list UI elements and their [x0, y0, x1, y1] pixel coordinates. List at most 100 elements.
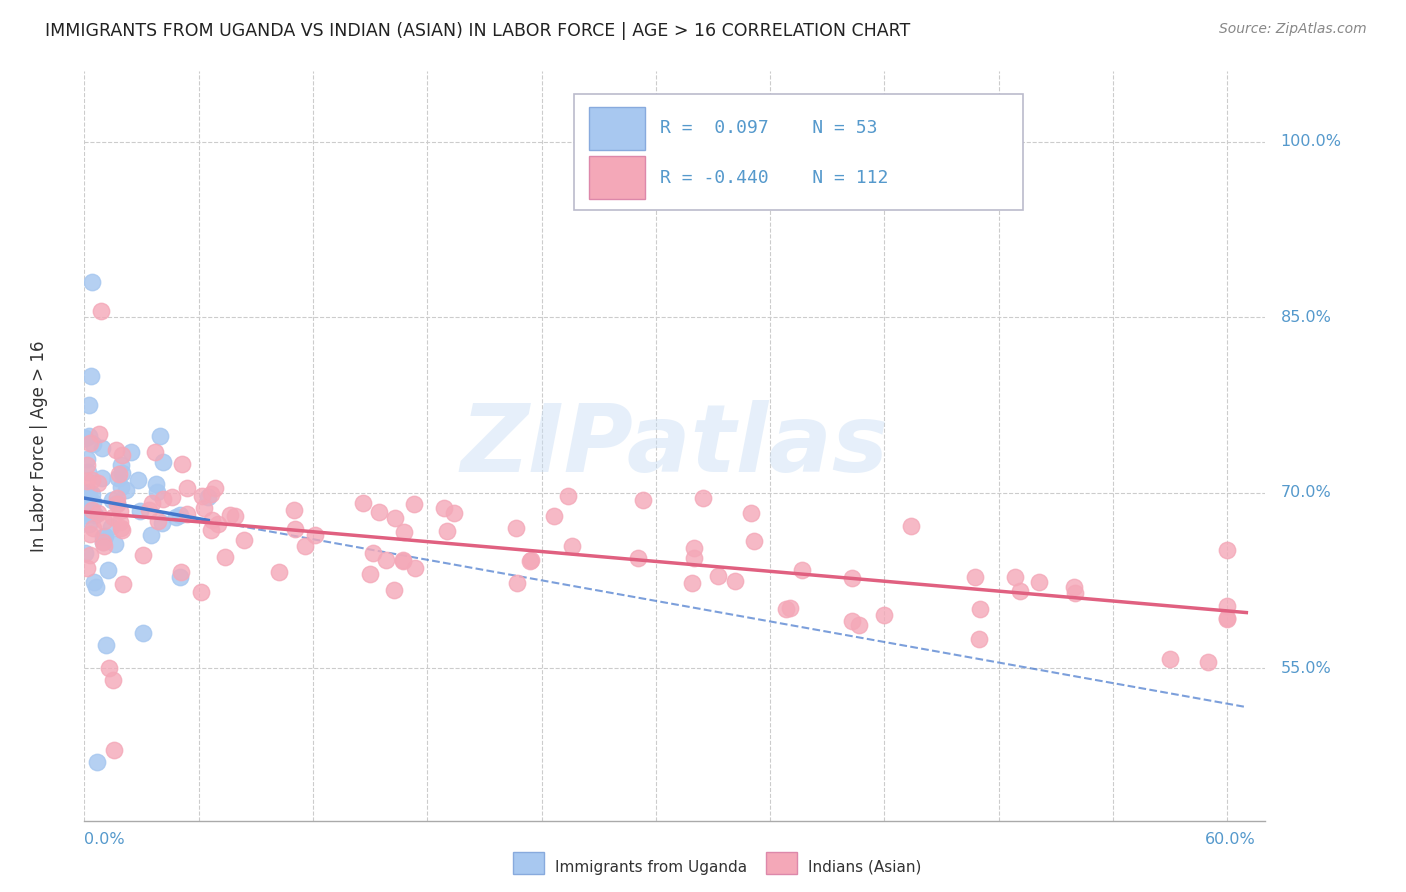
Point: [132, 626, 155, 640]
Point: [436, 524, 458, 538]
Point: [176, 507, 198, 521]
Point: [93, 514, 115, 528]
Point: [404, 561, 426, 575]
Point: [141, 496, 163, 510]
Point: [775, 602, 797, 616]
Point: [138, 503, 160, 517]
Text: ZIPatlas: ZIPatlas: [461, 400, 889, 492]
Point: [152, 491, 174, 506]
FancyBboxPatch shape: [589, 106, 645, 150]
Point: [1028, 575, 1050, 590]
Point: [519, 554, 541, 568]
Point: [112, 576, 135, 591]
Point: [84, 580, 107, 594]
Point: [294, 539, 316, 553]
Point: [561, 539, 583, 553]
Point: [170, 565, 193, 579]
Point: [197, 490, 219, 504]
Point: [107, 471, 129, 485]
Point: [631, 492, 654, 507]
Point: [391, 553, 413, 567]
Point: [965, 569, 987, 583]
Point: [162, 490, 184, 504]
Point: [740, 506, 762, 520]
Point: [77, 465, 100, 479]
Point: [191, 489, 214, 503]
Point: [681, 575, 703, 590]
Point: [76, 458, 98, 473]
Point: [361, 546, 384, 560]
Point: [101, 510, 124, 524]
Point: [200, 523, 222, 537]
Point: [304, 527, 326, 541]
Point: [80, 487, 103, 501]
Point: [108, 516, 131, 530]
Point: [193, 501, 215, 516]
Point: [200, 513, 222, 527]
Text: 55.0%: 55.0%: [1281, 661, 1331, 676]
Point: [382, 583, 405, 598]
Point: [115, 483, 138, 498]
Point: [392, 524, 415, 539]
Point: [1004, 570, 1026, 584]
Point: [169, 508, 191, 523]
Point: [172, 457, 194, 471]
Point: [1216, 611, 1239, 625]
Point: [82, 521, 104, 535]
Point: [111, 466, 134, 480]
Point: [93, 539, 115, 553]
Text: 100.0%: 100.0%: [1281, 134, 1341, 149]
Point: [98, 661, 121, 675]
Point: [80, 368, 103, 383]
Point: [359, 567, 381, 582]
Point: [110, 448, 132, 462]
Point: [90, 471, 112, 485]
Text: IMMIGRANTS FROM UGANDA VS INDIAN (ASIAN) IN LABOR FORCE | AGE > 16 CORRELATION C: IMMIGRANTS FROM UGANDA VS INDIAN (ASIAN)…: [45, 22, 910, 40]
Point: [232, 533, 254, 548]
Point: [200, 487, 222, 501]
Point: [374, 553, 396, 567]
FancyBboxPatch shape: [575, 94, 1024, 210]
Point: [148, 429, 170, 443]
Point: [86, 755, 108, 769]
Point: [87, 506, 110, 520]
Point: [505, 521, 527, 535]
Point: [1159, 651, 1181, 665]
Point: [384, 510, 406, 524]
Point: [143, 444, 166, 458]
Point: [83, 575, 105, 590]
Point: [79, 436, 101, 450]
Text: 60.0%: 60.0%: [1205, 832, 1256, 847]
Point: [82, 473, 104, 487]
Point: [682, 541, 704, 556]
Point: [284, 522, 307, 536]
Text: 85.0%: 85.0%: [1281, 310, 1331, 325]
Point: [1216, 543, 1239, 558]
Point: [120, 444, 142, 458]
Text: 70.0%: 70.0%: [1281, 485, 1331, 500]
Point: [80, 275, 103, 289]
Point: [402, 497, 425, 511]
Point: [627, 551, 650, 566]
Point: [104, 443, 127, 458]
Point: [90, 304, 112, 318]
Point: [505, 575, 527, 590]
Point: [110, 480, 132, 494]
Point: [82, 437, 104, 451]
Point: [779, 601, 801, 615]
Point: [1063, 580, 1085, 594]
Point: [707, 568, 730, 582]
Point: [1197, 655, 1219, 669]
Point: [790, 563, 813, 577]
Point: [267, 565, 290, 579]
Point: [139, 528, 162, 542]
Point: [104, 537, 127, 551]
Point: [129, 504, 152, 518]
Point: [967, 632, 990, 647]
Point: [165, 509, 187, 524]
Text: R = -0.440    N = 112: R = -0.440 N = 112: [659, 169, 889, 186]
Point: [91, 535, 114, 549]
Point: [207, 517, 229, 532]
Point: [105, 495, 128, 509]
Point: [75, 505, 97, 519]
